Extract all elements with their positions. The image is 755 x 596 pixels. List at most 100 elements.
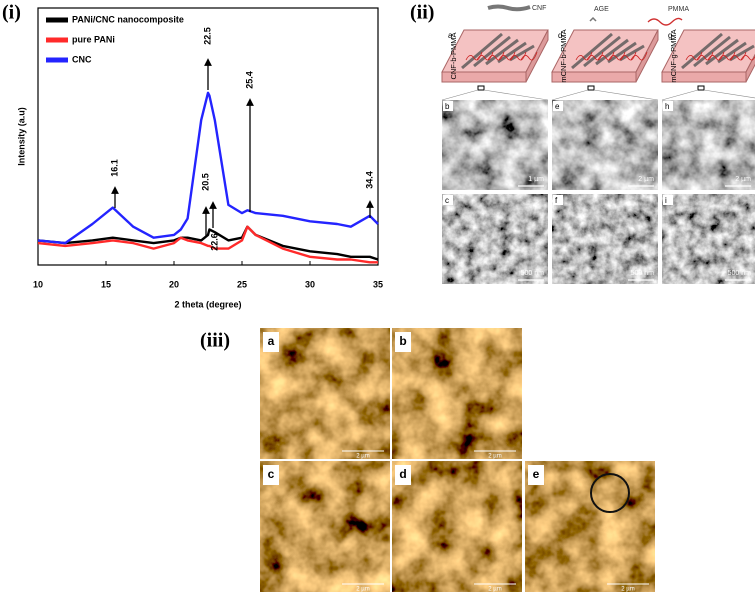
panel-label: (i) bbox=[2, 2, 21, 24]
panel-letter: a bbox=[268, 334, 275, 348]
scale-label: 2 µm bbox=[488, 587, 501, 593]
panel-letter: g bbox=[668, 31, 672, 40]
letter-box bbox=[663, 101, 673, 111]
panel-letter: b bbox=[445, 102, 450, 111]
legend-label: AGE bbox=[594, 6, 609, 13]
polymer-chain bbox=[476, 51, 494, 61]
fiber bbox=[583, 35, 621, 68]
sample-label: mCNF-g-PMMA bbox=[669, 29, 678, 82]
annotation-label: 16.1 bbox=[109, 159, 119, 177]
annotation-label: 22.6 bbox=[209, 233, 219, 251]
afm-image bbox=[392, 328, 522, 459]
legend-label: pure PANi bbox=[72, 34, 115, 44]
fiber bbox=[619, 44, 645, 62]
annotation-label: 22.5 bbox=[202, 27, 212, 45]
zoom-marker bbox=[587, 85, 595, 91]
fiber bbox=[595, 38, 629, 66]
sem-image bbox=[442, 194, 548, 284]
polymer-chain bbox=[707, 51, 725, 61]
polymer-chain bbox=[586, 51, 604, 61]
scale-label: 500 nm bbox=[631, 270, 655, 277]
sem-image bbox=[442, 100, 548, 190]
fiber bbox=[693, 35, 731, 68]
y-axis-label: Intensity (a.u) bbox=[16, 107, 26, 166]
zoom-lines bbox=[661, 89, 755, 101]
data-line bbox=[37, 225, 379, 261]
fiber bbox=[717, 41, 747, 64]
panel-label: (ii) bbox=[410, 2, 434, 24]
sample-label: mCNF-b-PMMA bbox=[559, 29, 568, 82]
x-tick-label: 10 bbox=[33, 279, 43, 289]
polymer-chain bbox=[520, 51, 538, 61]
letter-box bbox=[443, 195, 453, 205]
scale-label: 2 µm bbox=[488, 454, 501, 460]
schematic-side bbox=[525, 29, 549, 83]
sem-image bbox=[552, 100, 658, 190]
zoom-lines bbox=[441, 89, 549, 101]
fiber bbox=[461, 32, 503, 70]
polymer-chain bbox=[575, 51, 593, 61]
annotation-label: 20.5 bbox=[200, 173, 210, 191]
letter-box bbox=[395, 332, 411, 352]
polymer-chain bbox=[487, 51, 505, 61]
polymer-chain bbox=[608, 51, 626, 61]
scale-label: 2 µm bbox=[638, 176, 654, 183]
x-tick-label: 25 bbox=[237, 279, 247, 289]
afm-image bbox=[525, 461, 655, 592]
scale-label: 2 µm bbox=[621, 587, 634, 593]
panel-letter: e bbox=[533, 467, 540, 481]
schematic-side bbox=[635, 29, 659, 83]
fiber bbox=[729, 44, 755, 62]
panel-letter: d bbox=[399, 467, 406, 481]
legend-icon-cnf bbox=[487, 4, 531, 12]
sem-image bbox=[662, 194, 755, 284]
polymer-chain bbox=[498, 51, 516, 61]
legend-label: PMMA bbox=[668, 6, 689, 13]
panel-letter: e bbox=[555, 102, 560, 111]
panel-letter: b bbox=[399, 334, 406, 348]
letter-box bbox=[553, 101, 563, 111]
panel-letter: d bbox=[558, 31, 562, 40]
legend-label: CNC bbox=[72, 54, 92, 64]
legend-label: PANi/CNC nanocomposite bbox=[72, 14, 184, 24]
panel-letter: f bbox=[555, 196, 558, 205]
letter-box bbox=[663, 195, 673, 205]
x-tick-label: 20 bbox=[169, 279, 179, 289]
panel-label: (iii) bbox=[200, 330, 230, 352]
polymer-chain bbox=[597, 51, 615, 61]
letter-box bbox=[553, 195, 563, 205]
polymer-chain bbox=[619, 51, 637, 61]
panel-letter: c bbox=[268, 467, 275, 481]
letter-box bbox=[443, 101, 453, 111]
sem-image bbox=[552, 194, 658, 284]
x-axis-label: 2 theta (degree) bbox=[174, 299, 241, 309]
polymer-chain bbox=[630, 51, 648, 61]
letter-box bbox=[263, 465, 279, 485]
afm-image bbox=[392, 461, 522, 592]
legend-label: CNF bbox=[532, 5, 546, 12]
fiber bbox=[571, 32, 613, 70]
fiber bbox=[497, 41, 527, 64]
afm-image bbox=[260, 328, 390, 459]
sample-label: CNF-b-PMMA bbox=[449, 32, 458, 79]
plot-frame bbox=[37, 7, 379, 266]
annotation-label: 34.4 bbox=[364, 171, 374, 189]
panel-letter: a bbox=[448, 31, 453, 40]
zoom-marker bbox=[477, 85, 485, 91]
scale-label: 500 nm bbox=[521, 270, 545, 277]
schematic-side bbox=[745, 53, 755, 83]
panel-letter: h bbox=[665, 102, 669, 111]
x-tick-label: 35 bbox=[373, 279, 383, 289]
afm-image bbox=[260, 461, 390, 592]
polymer-chain bbox=[718, 51, 736, 61]
zoom-lines bbox=[551, 89, 659, 101]
letter-box bbox=[395, 465, 411, 485]
fiber bbox=[607, 41, 637, 64]
zoom-marker bbox=[697, 85, 705, 91]
scale-label: 2 µm bbox=[356, 454, 369, 460]
fiber bbox=[509, 44, 535, 62]
scale-label: 500 nm bbox=[728, 270, 752, 277]
polymer-chain bbox=[729, 51, 747, 61]
